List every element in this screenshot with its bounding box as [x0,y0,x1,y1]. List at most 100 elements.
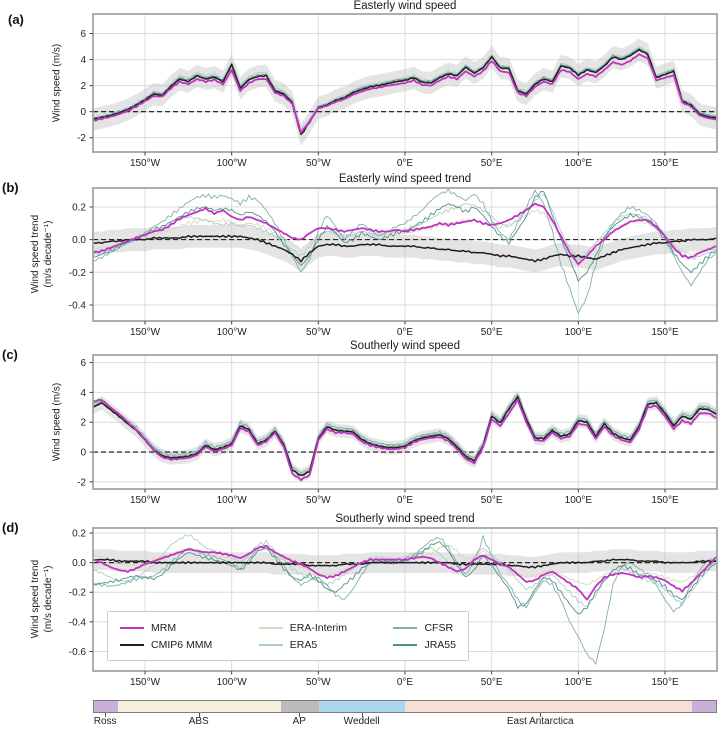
series-line-cmip6-mmm [93,558,717,569]
x-tick-label: 50°E [481,327,503,338]
region-segment-ross [94,701,119,712]
x-tick-label: 150°E [651,158,679,169]
x-tick-label: 0°E [397,158,414,169]
y-tick-label: -0.2 [69,588,87,599]
region-segment-weddell [318,701,405,712]
y-tick-label: 0.2 [72,202,86,213]
panel-title-b: Easterly wind speed trend [338,173,472,185]
region-segment-ross-east [691,701,716,712]
legend-label: ERA-Interim [289,621,347,634]
panel-b: 150°W 100°W 50°W 0°E 50°E 100°E 150°E 0.2 0.0 -0.… [69,187,718,338]
y-tick-label: -0.4 [69,617,87,628]
x-tick-label: 0°E [397,677,414,688]
series-line-cmip6-mmm [93,48,717,136]
panel-a: 150°W 100°W 50°W 0°E 50°E 100°E 150°E 6 4 2 0 -2 [77,13,718,169]
panel-letter-d: (d) [2,520,19,535]
x-tick-label: 100°W [217,495,248,506]
y-tick-label: 2 [80,418,86,429]
x-tick-label: 100°E [565,158,593,169]
x-tick-label: 150°W [130,677,161,688]
legend-entry-mrm: MRM [120,622,212,634]
x-tick-label: 50°W [306,158,331,169]
region-segment-east-antarctica [405,701,692,712]
y-tick-label: 4 [80,55,86,66]
legend-label: MRM [151,621,177,634]
cfsr-line-swatch [393,626,418,629]
region-tick [105,713,107,717]
series-line-cfsr [93,188,717,314]
series-line-jra55 [93,541,717,615]
y-tick-label: 0 [80,448,86,459]
panel-title-c: Southerly wind speed [350,340,460,352]
era-interim-line-swatch [258,626,283,629]
y-tick-label: -0.2 [69,268,87,279]
series-line-era-interim [93,208,717,257]
y-axis-label-a: Wind speed (m/s) [51,43,63,123]
x-tick-label: 150°W [130,327,161,338]
region-tick [361,713,363,717]
y-tick-label: -0.6 [69,647,87,658]
x-tick-label: 150°W [130,495,161,506]
legend-entry-cmip6-mmm: CMIP6 MMM [120,639,212,651]
legend-entry-era-interim: ERA-Interim [258,621,347,634]
y-tick-label: 0.0 [72,235,86,246]
x-tick-label: 0°E [397,495,414,506]
region-label: ABS [188,716,209,727]
region-tick [540,713,542,717]
region-label: Ross [93,716,117,727]
x-tick-label: 50°W [306,327,331,338]
panel-title-d: Southerly wind speed trend [335,513,475,525]
region-color-bar [93,700,717,713]
legend-box: MRM CMIP6 MMM ERA-Interim ERA5 CFSR [107,611,469,661]
y-axis-label-b: Wind speed trend (m/s decade⁻¹) [30,214,54,294]
region-segment-ap [280,701,319,712]
panel-d: 150°W 100°W 50°W 0°E 50°E 100°E 150°E 0.2 0.0 -0.… [69,527,718,688]
series-line-cfsr [93,394,717,474]
model-spread-band [93,390,717,483]
legend-label: ERA5 [289,638,318,651]
region-tick [299,713,301,717]
y-tick-label: 4 [80,388,86,399]
x-tick-label: 100°W [217,677,248,688]
y-tick-label: 6 [80,29,86,40]
y-tick-label: -2 [77,133,86,144]
legend-label: CFSR [424,621,454,634]
x-tick-label: 100°E [565,495,593,506]
x-tick-label: 50°E [481,495,503,506]
y-tick-label: -0.4 [69,300,87,311]
x-tick-label: 150°E [651,495,679,506]
x-tick-label: 100°W [217,327,248,338]
panel-letter-b: (b) [2,180,19,195]
region-label: AP [292,716,306,727]
series-line-jra55 [93,191,717,282]
x-tick-label: 50°W [306,495,331,506]
x-tick-label: 0°E [397,327,414,338]
legend-label: CMIP6 MMM [151,638,213,651]
series-line-mrm [93,544,717,601]
panel-letter-a: (a) [8,12,24,27]
y-tick-label: -2 [77,477,86,488]
series-line-era5 [93,534,717,608]
x-tick-label: 100°E [565,677,593,688]
x-tick-label: 150°E [651,327,679,338]
era5-line-swatch [258,643,283,646]
legend-entry-cfsr: CFSR [393,622,456,634]
y-tick-label: 6 [80,358,86,369]
model-spread-band [93,224,717,273]
mrm-line-swatch [120,626,144,629]
region-label: East Antarctica [506,716,574,727]
x-tick-label: 50°E [481,158,503,169]
y-axis-label-d: Wind speed trend (m/s decade⁻¹) [30,559,54,639]
y-tick-label: 2 [80,81,86,92]
panel-letter-c: (c) [2,347,18,362]
series-line-cmip6-mmm [93,396,717,477]
cmip6-mmm-line-swatch [120,643,144,646]
x-tick-label: 50°E [481,677,503,688]
y-tick-label: 0.2 [72,529,86,540]
panel-title-a: Easterly wind speed [353,0,457,12]
y-tick-label: 0.0 [72,558,86,569]
series-line-mrm [93,202,717,266]
jra55-line-swatch [393,643,418,646]
series-line-cmip6-mmm [93,234,717,263]
